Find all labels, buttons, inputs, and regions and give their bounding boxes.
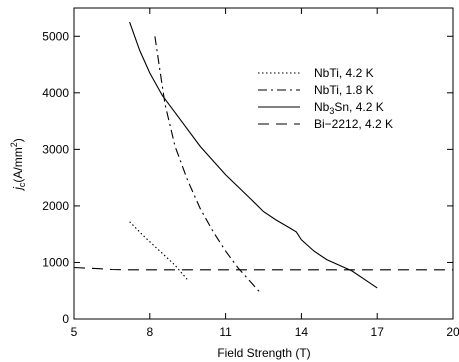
series-lines <box>73 21 453 294</box>
y-label-rest: (A/mm <box>11 147 25 182</box>
y-tick-label: 5000 <box>42 29 69 43</box>
y-tick-label: 3000 <box>42 142 69 156</box>
y-label-close: ) <box>11 138 25 142</box>
legend-label-nbti-4-2-k: NbTi, 4.2 K <box>314 66 374 80</box>
y-label-main: j <box>11 187 25 192</box>
x-tick-label: 5 <box>71 325 78 339</box>
x-tick-label: 20 <box>446 325 459 339</box>
y-tick-label: 4000 <box>42 86 69 100</box>
series-line-nbti-4-2-k <box>129 221 189 281</box>
legend-label-part: Sn, 4.2 K <box>334 100 383 114</box>
x-tick-label: 14 <box>295 325 309 339</box>
series-line-bi-2212-4-2-k <box>73 266 453 271</box>
y-tick-label: 0 <box>62 312 69 326</box>
y-label-sub: c <box>17 182 27 187</box>
legend-label-subscript: 3 <box>329 106 334 116</box>
legend-label-nbti-1-8-k: NbTi, 1.8 K <box>314 83 374 97</box>
legend-label-bi-2212-4-2-k: Bi−2212, 4.2 K <box>314 117 393 131</box>
axis-ticks: 5 8 11 14 17 20 0 1000 2000 3000 4000 5000 <box>42 8 459 339</box>
y-tick-label: 2000 <box>42 199 69 213</box>
y-label-sup: 2 <box>9 142 19 147</box>
legend-label-part: Nb <box>314 100 330 114</box>
series-line-nbti-1-8-k <box>154 36 262 294</box>
series-line-nb3sn-4-2-k <box>129 21 378 289</box>
x-tick-label: 8 <box>146 325 153 339</box>
legend-label-nb3sn-4-2-k: Nb3Sn, 4.2 K <box>314 100 384 116</box>
y-axis-label: jc(A/mm2) <box>9 138 27 192</box>
y-tick-label: 1000 <box>42 255 69 269</box>
x-tick-label: 11 <box>219 325 232 339</box>
x-tick-label: 17 <box>371 325 385 339</box>
plot-frame <box>73 7 454 320</box>
x-axis-label: Field Strength (T) <box>217 346 310 360</box>
